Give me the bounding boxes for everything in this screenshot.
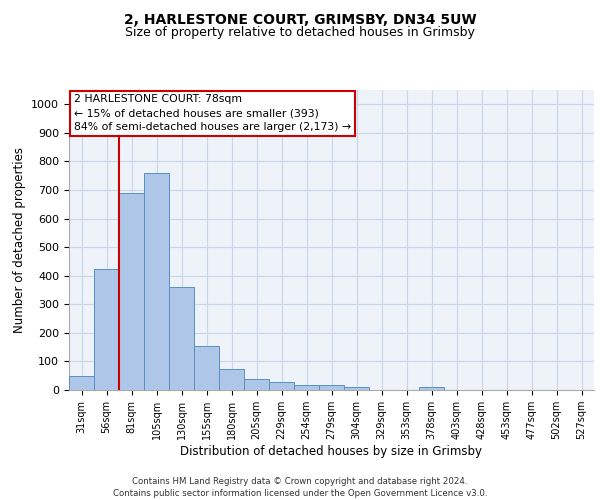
Bar — [69, 376, 94, 390]
Text: 2 HARLESTONE COURT: 78sqm
← 15% of detached houses are smaller (393)
84% of semi: 2 HARLESTONE COURT: 78sqm ← 15% of detac… — [74, 94, 352, 132]
Bar — [194, 346, 219, 390]
Y-axis label: Number of detached properties: Number of detached properties — [13, 147, 26, 333]
Bar — [169, 287, 194, 390]
Bar — [119, 193, 144, 390]
X-axis label: Distribution of detached houses by size in Grimsby: Distribution of detached houses by size … — [181, 445, 482, 458]
Bar — [94, 268, 119, 390]
Bar — [269, 382, 294, 390]
Bar — [294, 385, 319, 390]
Bar — [144, 173, 169, 390]
Bar — [319, 385, 344, 390]
Bar — [344, 387, 369, 390]
Text: 2, HARLESTONE COURT, GRIMSBY, DN34 5UW: 2, HARLESTONE COURT, GRIMSBY, DN34 5UW — [124, 12, 476, 26]
Bar — [219, 368, 244, 390]
Text: Size of property relative to detached houses in Grimsby: Size of property relative to detached ho… — [125, 26, 475, 39]
Bar — [244, 378, 269, 390]
Bar — [419, 387, 444, 390]
Text: Contains HM Land Registry data © Crown copyright and database right 2024.
Contai: Contains HM Land Registry data © Crown c… — [113, 476, 487, 498]
